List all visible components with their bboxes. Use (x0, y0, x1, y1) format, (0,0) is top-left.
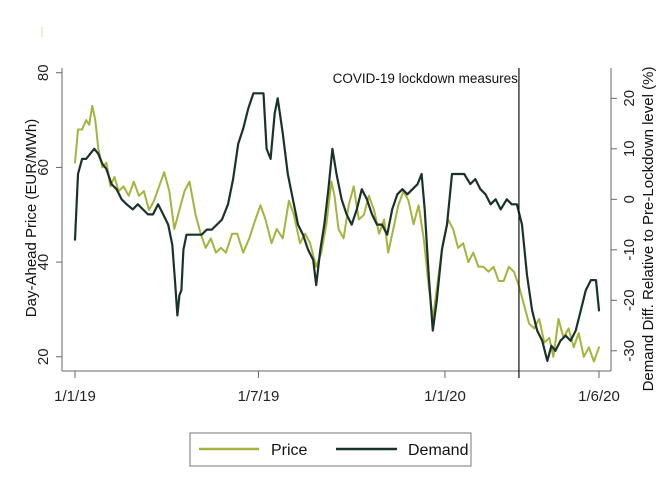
legend-demand-label: Demand (408, 442, 468, 459)
right-y-axis-title: Demand Diff. Relative to Pre-Lockdown le… (640, 67, 657, 392)
lockdown-annotation: COVID-19 lockdown measures (333, 71, 519, 86)
right-tick-label: 20 (621, 90, 638, 107)
right-tick-label: 0 (621, 195, 638, 203)
left-tick-label: 80 (35, 64, 52, 81)
left-tick-label: 60 (35, 159, 52, 176)
legend-price-label: Price (271, 442, 308, 459)
left-y-axis-title: Day-Ahead Price (EUR/MWh) (23, 119, 40, 317)
x-tick-label: 1/1/19 (54, 388, 96, 405)
left-tick-label: 20 (35, 348, 52, 365)
x-ticks: 1/1/19 1/7/19 1/1/20 1/6/20 (54, 371, 620, 405)
x-tick-label: 1/6/20 (578, 388, 620, 405)
right-tick-label: -10 (621, 239, 638, 261)
price-series-line (74, 104, 600, 363)
right-tick-label: -20 (621, 289, 638, 311)
demand-series-line (73, 92, 601, 362)
legend: Price Demand (189, 432, 472, 467)
right-y-ticks: -30 -20 -10 0 10 20 (611, 90, 638, 362)
x-tick-label: 1/1/20 (424, 388, 466, 405)
left-tick-label: 40 (35, 254, 52, 271)
x-tick-label: 1/7/19 (238, 388, 280, 405)
series-layer (73, 92, 601, 363)
right-tick-label: -30 (621, 340, 638, 362)
left-y-ticks: 20 40 60 80 (35, 64, 62, 365)
right-tick-label: 10 (621, 140, 638, 157)
